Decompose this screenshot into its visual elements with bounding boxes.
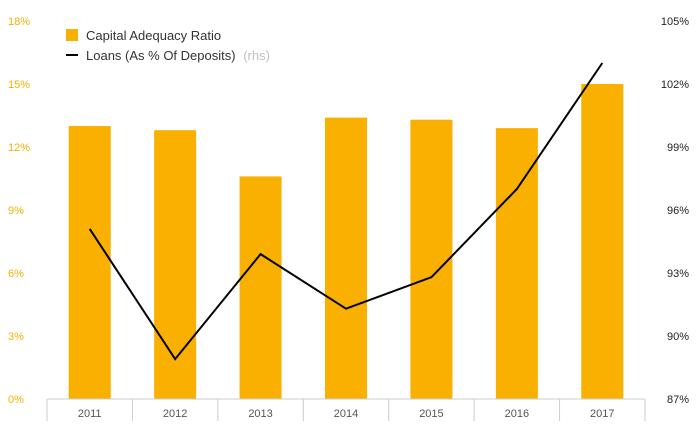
x-tick-label: 2011 bbox=[78, 408, 102, 420]
y-left-tick-label: 6% bbox=[8, 268, 24, 280]
bar-2013 bbox=[239, 176, 282, 399]
legend-label-bar: Capital Adequacy Ratio bbox=[86, 28, 221, 43]
axis-layer bbox=[46, 398, 646, 421]
y-right-tick-label: 99% bbox=[667, 142, 689, 154]
bar-2015 bbox=[410, 119, 453, 399]
x-tick-label: 2013 bbox=[248, 408, 272, 420]
y-right-tick-label: 102% bbox=[661, 79, 689, 91]
bar-2016 bbox=[495, 128, 538, 399]
y-right-tick-label: 87% bbox=[667, 394, 689, 406]
legend-swatch-bar bbox=[66, 29, 78, 41]
legend-label-line-suffix: (rhs) bbox=[243, 48, 270, 63]
x-tick-label: 2012 bbox=[163, 408, 187, 420]
y-right-tick-label: 105% bbox=[661, 16, 689, 28]
y-right-tick-label: 93% bbox=[667, 268, 689, 280]
x-tick-label: 2014 bbox=[334, 408, 358, 420]
y-right-tick-label: 96% bbox=[667, 205, 689, 217]
x-tick-label: 2015 bbox=[419, 408, 443, 420]
y-left-tick-label: 12% bbox=[8, 142, 30, 154]
legend: Capital Adequacy Ratio Loans (As % Of De… bbox=[66, 28, 270, 63]
y-right-tick-label: 90% bbox=[667, 331, 689, 343]
x-tick-label: 2016 bbox=[505, 408, 529, 420]
bar-2014 bbox=[325, 117, 367, 399]
y-left-tick-label: 3% bbox=[8, 331, 24, 343]
legend-label-line: Loans (As % Of Deposits) (rhs) bbox=[86, 48, 270, 63]
bar-2012 bbox=[154, 130, 197, 399]
line-loans-to-deposits bbox=[88, 62, 604, 361]
y-left-tick-label: 9% bbox=[8, 205, 24, 217]
y-left-tick-label: 0% bbox=[8, 394, 24, 406]
y-left-tick-label: 15% bbox=[8, 79, 30, 91]
ticks-layer: 0% 3% 6% 9% 12% 15% 18% 87% 90% 93% 96% 99% 102% 105%… bbox=[8, 16, 689, 420]
y-left-tick-label: 18% bbox=[8, 16, 30, 28]
bar-2011 bbox=[68, 126, 111, 399]
legend-label-line-name: Loans (As % Of Deposits) bbox=[86, 48, 236, 63]
x-tick-label: 2017 bbox=[590, 408, 614, 420]
bar-2017 bbox=[581, 84, 624, 399]
bars-layer bbox=[68, 84, 624, 399]
line-layer bbox=[88, 62, 604, 361]
